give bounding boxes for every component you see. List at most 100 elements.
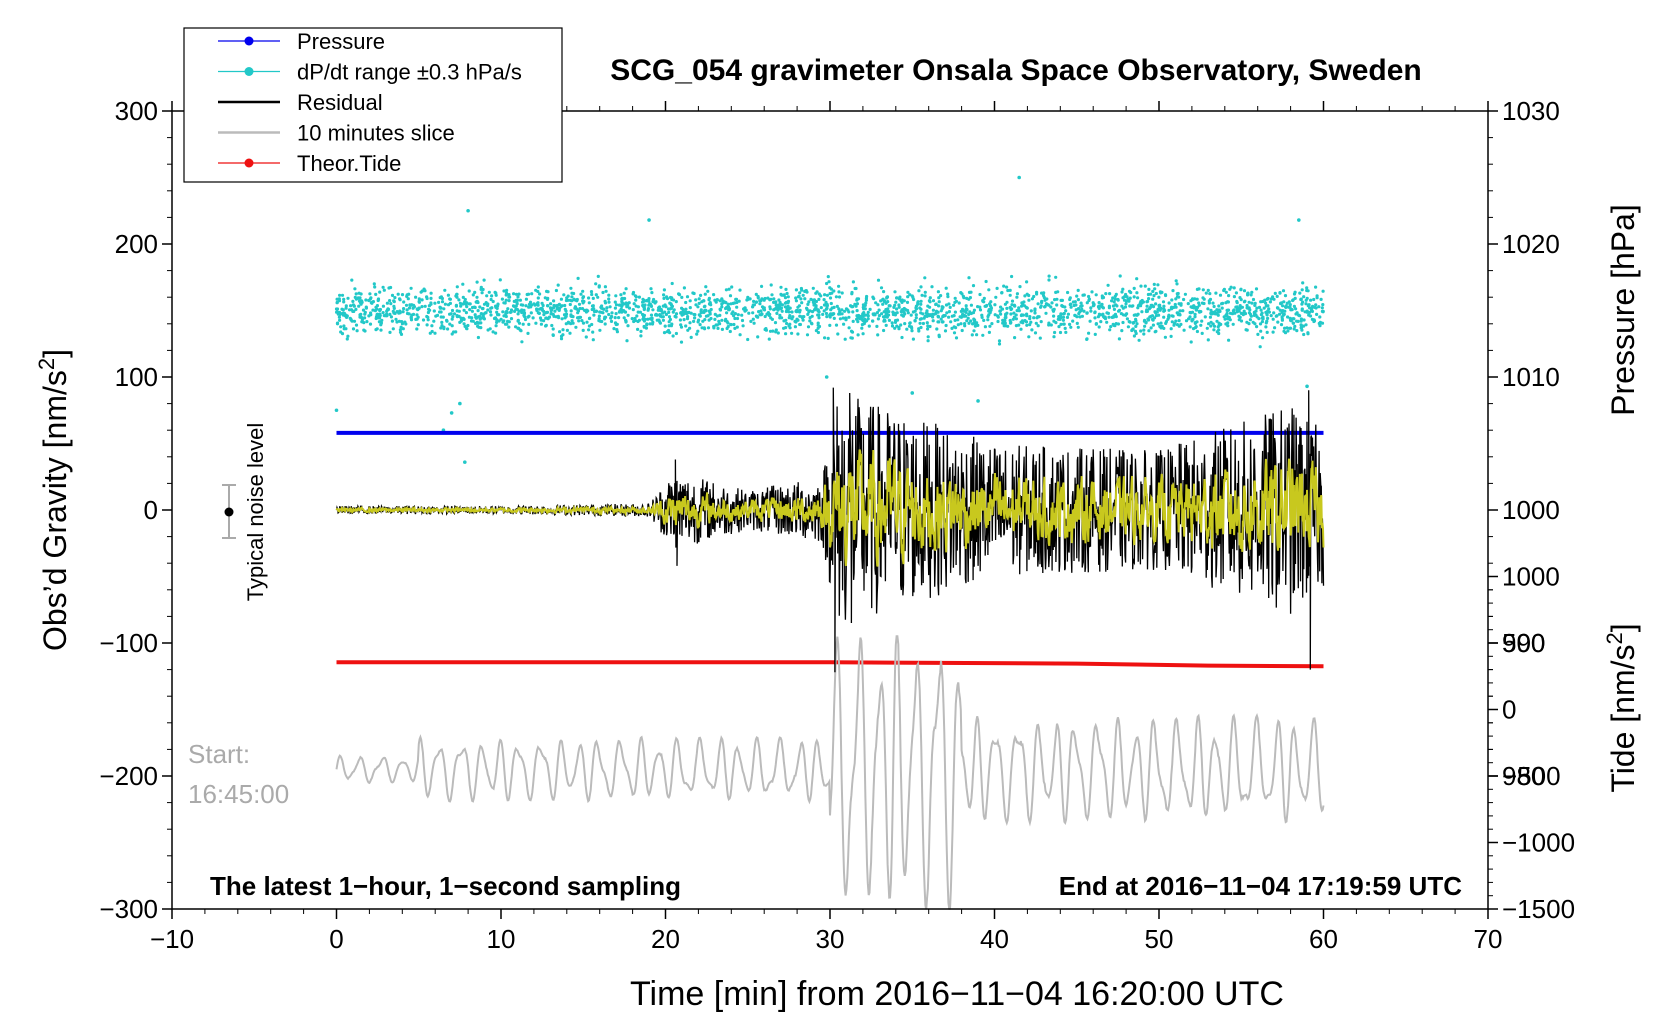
dpdt-point [856,297,861,301]
dpdt-point [587,324,592,328]
dpdt-point [1305,286,1309,290]
dpdt-point [558,330,562,334]
dpdt-point [554,288,559,293]
dpdt-point [1179,322,1183,326]
dpdt-point [1212,304,1216,309]
dpdt-point [450,317,454,321]
dpdt-point [1296,319,1300,323]
dpdt-point [1312,318,1316,322]
y-tick-label: 100 [115,362,158,392]
dpdt-point [834,295,839,299]
dpdt-point [1156,322,1160,326]
dpdt-point [953,300,957,304]
dpdt-point [581,328,585,332]
dpdt-point [1253,301,1257,305]
dpdt-point [1246,293,1250,297]
dpdt-point [1157,303,1161,308]
dpdt-point [543,296,547,300]
dpdt-point [642,324,646,329]
dpdt-point [1018,285,1022,289]
dpdt-point [1299,319,1303,323]
dpdt-point [1005,306,1009,310]
dpdt-point [1132,320,1136,325]
dpdt-point [987,288,991,292]
dpdt-point [1093,316,1097,320]
dpdt-point [732,322,736,327]
dpdt-point [1207,322,1211,326]
dpdt-point [825,293,830,297]
dpdt-point [1197,287,1201,291]
dpdt-point [1106,283,1110,287]
dpdt-point [738,288,742,292]
dpdt-point [1286,329,1290,333]
noise-level-label: Typical noise level [243,423,268,602]
x-tick-label: 0 [329,924,343,954]
dpdt-point [778,313,782,317]
dpdt-point [1064,330,1068,334]
dpdt-point [1029,309,1033,313]
dpdt-point [793,325,798,329]
dpdt-point [772,297,776,301]
dpdt-point [946,292,950,296]
dpdt-point [937,296,941,300]
dpdt-point [936,315,940,319]
dpdt-point [968,310,972,314]
dpdt-point [624,287,628,291]
legend-dot [244,158,254,168]
dpdt-point [501,310,505,314]
dpdt-point [1209,311,1213,315]
dpdt-point [382,288,386,292]
dpdt-point [1024,320,1029,324]
dpdt-point [1101,314,1106,319]
dpdt-point [731,301,735,305]
dpdt-point [688,321,692,325]
dpdt-point [541,303,545,308]
dpdt-point [1050,301,1054,305]
dpdt-point [1243,312,1248,316]
dpdt-point [1113,294,1117,298]
dpdt-point [688,326,692,330]
dpdt-point [542,309,546,313]
dpdt-point [763,314,767,319]
dpdt-point [665,297,670,301]
dpdt-point [996,319,1000,324]
dpdt-point [1260,311,1264,315]
dpdt-point [692,319,696,323]
dpdt-point [1183,292,1187,296]
dpdt-point [504,314,508,319]
dpdt-point [526,331,530,335]
dpdt-point [793,319,797,323]
dpdt-point [1275,294,1279,298]
dpdt-point [463,297,467,302]
dpdt-point [452,312,457,316]
dpdt-point [1108,328,1112,332]
dpdt-point [926,304,930,308]
dpdt-point [749,319,753,323]
dpdt-point [790,331,794,335]
dpdt-point [800,301,804,305]
dpdt-point [1100,302,1104,306]
dpdt-point [795,318,800,322]
dpdt-point [1190,310,1195,314]
dpdt-point [536,296,540,300]
dpdt-point [1231,322,1235,326]
dpdt-point [438,296,442,300]
dpdt-point [1194,325,1198,329]
dpdt-point [1132,295,1136,299]
dpdt-point [1289,318,1293,322]
dpdt-point [1068,297,1072,302]
dpdt-point [1151,297,1155,301]
dpdt-point [433,331,437,335]
dpdt-point [724,306,728,311]
dpdt-point [486,308,490,312]
dpdt-point [531,316,535,320]
dpdt-point [1167,313,1171,317]
dpdt-point [1066,290,1070,295]
dpdt-point [1085,301,1089,305]
dpdt-point [1010,299,1015,303]
dpdt-point [1197,303,1201,307]
dpdt-point [388,299,392,303]
y-tick-label: 200 [115,229,158,259]
dpdt-point [632,302,636,306]
dpdt-point [1139,329,1143,333]
